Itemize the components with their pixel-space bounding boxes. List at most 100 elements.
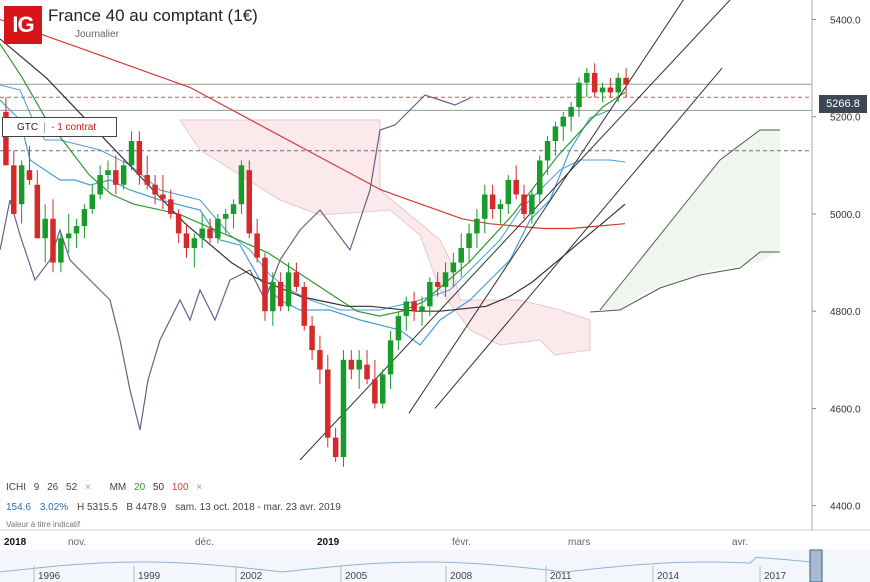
candle <box>599 82 606 103</box>
candle <box>607 77 614 98</box>
candle-body <box>599 87 606 93</box>
candle-body <box>26 170 33 180</box>
candle-body <box>482 194 488 219</box>
candle <box>73 218 80 248</box>
timeframe-label: Journalier <box>75 29 119 40</box>
x-tick-label: mars <box>568 537 590 548</box>
candle <box>50 199 56 273</box>
candle-body <box>128 141 135 166</box>
candle <box>97 165 103 200</box>
ma-label[interactable]: MM <box>109 482 127 493</box>
candle-body <box>175 213 182 234</box>
candle-body <box>497 204 504 210</box>
candle-body <box>427 282 433 307</box>
x-tick-label: avr. <box>732 537 748 548</box>
candle-body <box>42 218 48 239</box>
candle-body <box>309 325 315 351</box>
candle <box>230 199 237 229</box>
candle <box>285 262 292 312</box>
candle <box>434 272 441 297</box>
x-tick-label: 2018 <box>4 537 27 548</box>
candle <box>120 160 127 190</box>
navigator-year-label: 1999 <box>138 571 161 582</box>
candle-body <box>466 233 472 248</box>
candle <box>18 160 25 224</box>
candle-body <box>536 160 543 195</box>
candle-body <box>615 77 621 93</box>
candle-body <box>215 218 221 239</box>
candle-body <box>3 111 9 166</box>
candle-body <box>521 194 527 214</box>
candle-body <box>419 306 425 312</box>
candle <box>356 350 362 389</box>
candle <box>325 354 331 448</box>
candle-body <box>317 350 323 370</box>
candle <box>364 350 370 385</box>
candle <box>270 272 276 326</box>
last-price-tag: 5266.8 <box>819 95 867 113</box>
candle-body <box>458 247 464 263</box>
navigator-year-label: 2008 <box>450 571 473 582</box>
ichimoku-label[interactable]: ICHI <box>6 482 26 493</box>
candle-body <box>246 170 253 234</box>
order-size: - 1 contrat <box>51 121 97 133</box>
candle <box>113 155 119 195</box>
candle <box>277 272 284 312</box>
candle-body <box>474 218 480 234</box>
candle <box>136 131 143 185</box>
ichimoku-param-3: 52 <box>66 482 78 493</box>
senkou-span-b-line <box>589 251 780 313</box>
candle <box>623 68 629 98</box>
candle <box>160 175 166 210</box>
candle <box>191 233 198 268</box>
y-tick-label: 5400.0 <box>830 15 861 26</box>
candle-body <box>168 199 174 214</box>
indicative-note: Valeur à titre indicatif <box>6 520 81 529</box>
candle <box>466 223 472 263</box>
navigator-year-label: 2005 <box>345 571 368 582</box>
candle-body <box>58 238 64 263</box>
stats-row: 154.6 3.02% H 5315.5 B 4478.9 sam. 13 oc… <box>6 502 347 513</box>
candle <box>387 330 394 389</box>
candle-body <box>364 364 370 380</box>
candle-body <box>332 437 339 458</box>
instrument-title: France 40 au comptant (1€) <box>48 6 258 25</box>
candle-body <box>73 226 80 234</box>
candle-body <box>11 165 17 214</box>
y-tick-label: 4800.0 <box>830 307 861 318</box>
order-ticket[interactable]: GTC - 1 contrat <box>2 117 117 137</box>
navigator-year-label: 1996 <box>38 571 61 582</box>
candle <box>427 277 433 317</box>
candle <box>238 160 245 214</box>
candle <box>293 262 300 292</box>
candle-body <box>113 170 119 185</box>
candle-body <box>372 379 378 404</box>
candle <box>246 160 253 239</box>
senkou-span-a-line <box>599 129 780 311</box>
candle <box>317 335 323 385</box>
candle-body <box>623 77 629 85</box>
low-value: B 4478.9 <box>126 502 167 513</box>
candle-body <box>607 87 614 93</box>
candle <box>544 136 551 176</box>
navigator-line <box>0 556 811 573</box>
date-range: sam. 13 oct. 2018 - mar. 23 avr. 2019 <box>175 502 341 513</box>
change-percent: 3.02% <box>39 502 69 513</box>
candle <box>615 72 621 103</box>
remove-ichimoku-icon[interactable]: × <box>84 482 91 493</box>
candle <box>152 175 158 205</box>
ma-param-20: 20 <box>134 482 146 493</box>
y-tick-label: 4600.0 <box>830 404 861 415</box>
remove-ma-icon[interactable]: × <box>196 482 203 493</box>
candle <box>497 199 504 224</box>
candle <box>65 213 72 253</box>
candle-body <box>230 204 237 214</box>
change-value: 154.6 <box>6 502 32 513</box>
candle <box>348 350 355 380</box>
candle <box>301 282 307 331</box>
candle-body <box>65 233 72 239</box>
candle <box>552 121 559 156</box>
x-tick-label: nov. <box>68 537 86 548</box>
navigator-panel <box>0 550 870 582</box>
